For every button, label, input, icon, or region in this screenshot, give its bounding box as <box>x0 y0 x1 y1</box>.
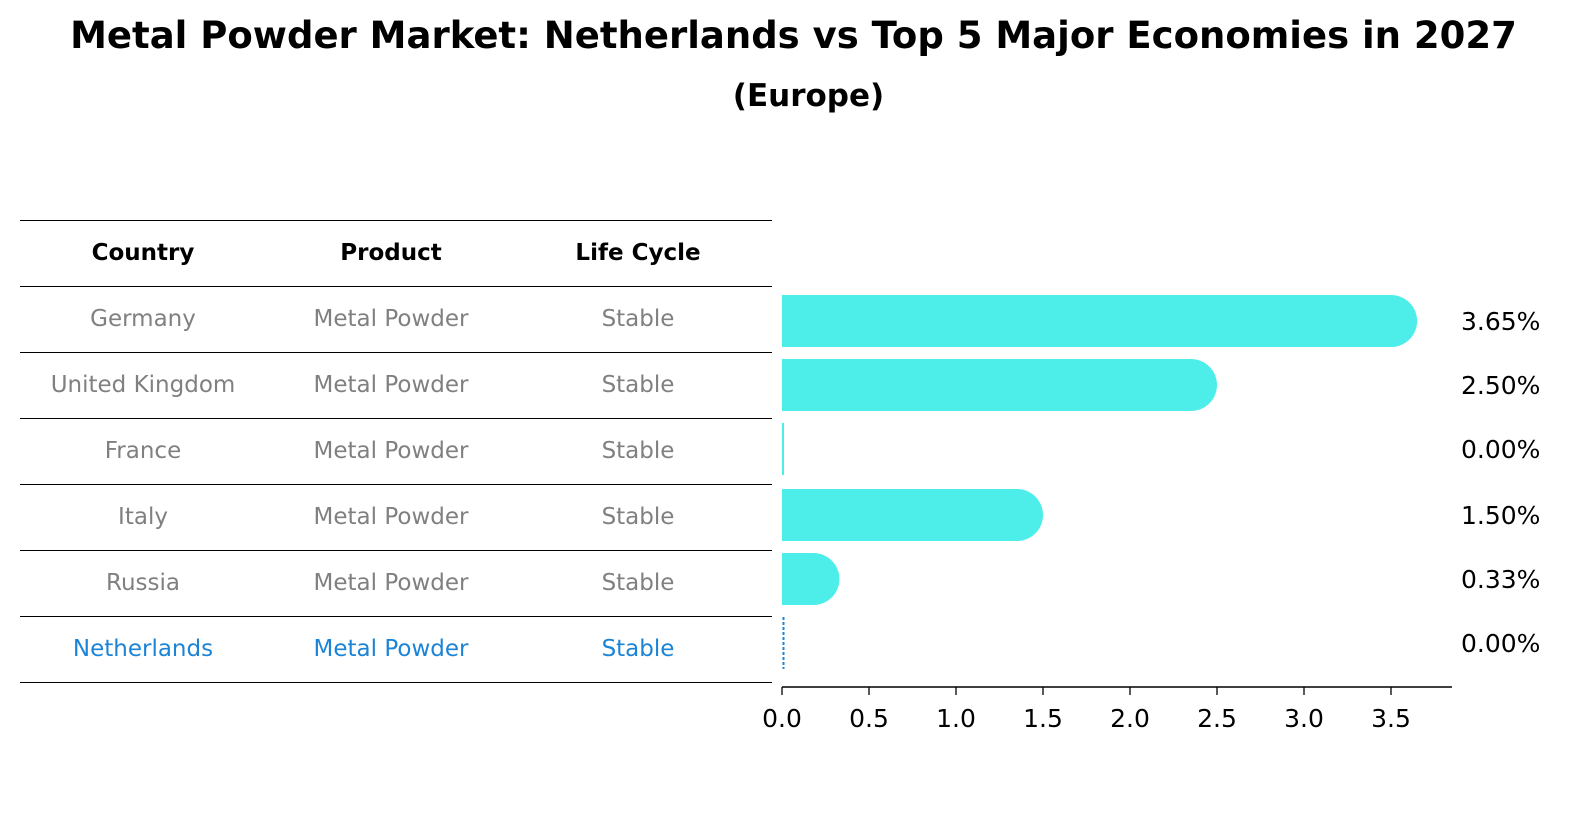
table-cell-product: Metal Powder <box>313 438 469 464</box>
x-tick-label: 3.0 <box>1284 704 1324 733</box>
bar-value-label: 1.50% <box>1461 501 1540 530</box>
bar <box>782 359 1217 411</box>
table-cell-country: Germany <box>90 306 196 332</box>
table-cell-country: France <box>104 438 182 464</box>
bar <box>782 489 1043 541</box>
bar-value-label: 2.50% <box>1461 371 1540 400</box>
table-cell-product: Metal Powder <box>313 504 469 530</box>
table-cell-product: Metal Powder <box>313 636 469 662</box>
bar-value-label: 0.00% <box>1461 435 1540 464</box>
table-header-cell: Country <box>91 240 195 266</box>
table-cell-country: Russia <box>106 570 180 596</box>
bar <box>782 295 1418 347</box>
table-rule <box>20 286 772 287</box>
table-cell-life-cycle: Stable <box>601 372 675 398</box>
table-cell-life-cycle: Stable <box>601 504 675 530</box>
table-header-cell: Product <box>340 240 442 266</box>
table-rule <box>20 550 772 551</box>
bar <box>782 423 784 475</box>
x-tick-label: 3.5 <box>1371 704 1411 733</box>
table-cell-country: Italy <box>118 504 168 530</box>
table-rule <box>20 352 772 353</box>
table-cell-life-cycle: Stable <box>601 570 675 596</box>
chart-subtitle: (Europe) <box>732 78 885 114</box>
table-rule <box>20 220 772 221</box>
table-cell-product: Metal Powder <box>313 372 469 398</box>
chart-title: Metal Powder Market: Netherlands vs Top … <box>70 14 1517 57</box>
table-rule <box>20 682 772 683</box>
bar-value-label: 0.33% <box>1461 565 1540 594</box>
table-rule <box>20 418 772 419</box>
bar <box>782 553 840 605</box>
table-cell-country: Netherlands <box>72 636 214 662</box>
table-header-cell: Life Cycle <box>575 240 701 266</box>
x-tick-label: 2.0 <box>1110 704 1150 733</box>
x-tick-label: 1.5 <box>1023 704 1063 733</box>
x-tick-label: 0.0 <box>762 704 802 733</box>
bar-value-label: 3.65% <box>1461 307 1540 336</box>
table-cell-life-cycle: Stable <box>601 306 675 332</box>
bar-value-label: 0.00% <box>1461 629 1540 658</box>
table-cell-life-cycle: Stable <box>601 438 675 464</box>
x-tick-label: 1.0 <box>936 704 976 733</box>
table-rule <box>20 484 772 485</box>
table-cell-country: United Kingdom <box>50 372 236 398</box>
table-cell-product: Metal Powder <box>313 306 469 332</box>
table-cell-product: Metal Powder <box>313 570 469 596</box>
table-rule <box>20 616 772 617</box>
x-tick-label: 0.5 <box>849 704 889 733</box>
x-tick-label: 2.5 <box>1197 704 1237 733</box>
table-cell-life-cycle: Stable <box>601 636 675 662</box>
